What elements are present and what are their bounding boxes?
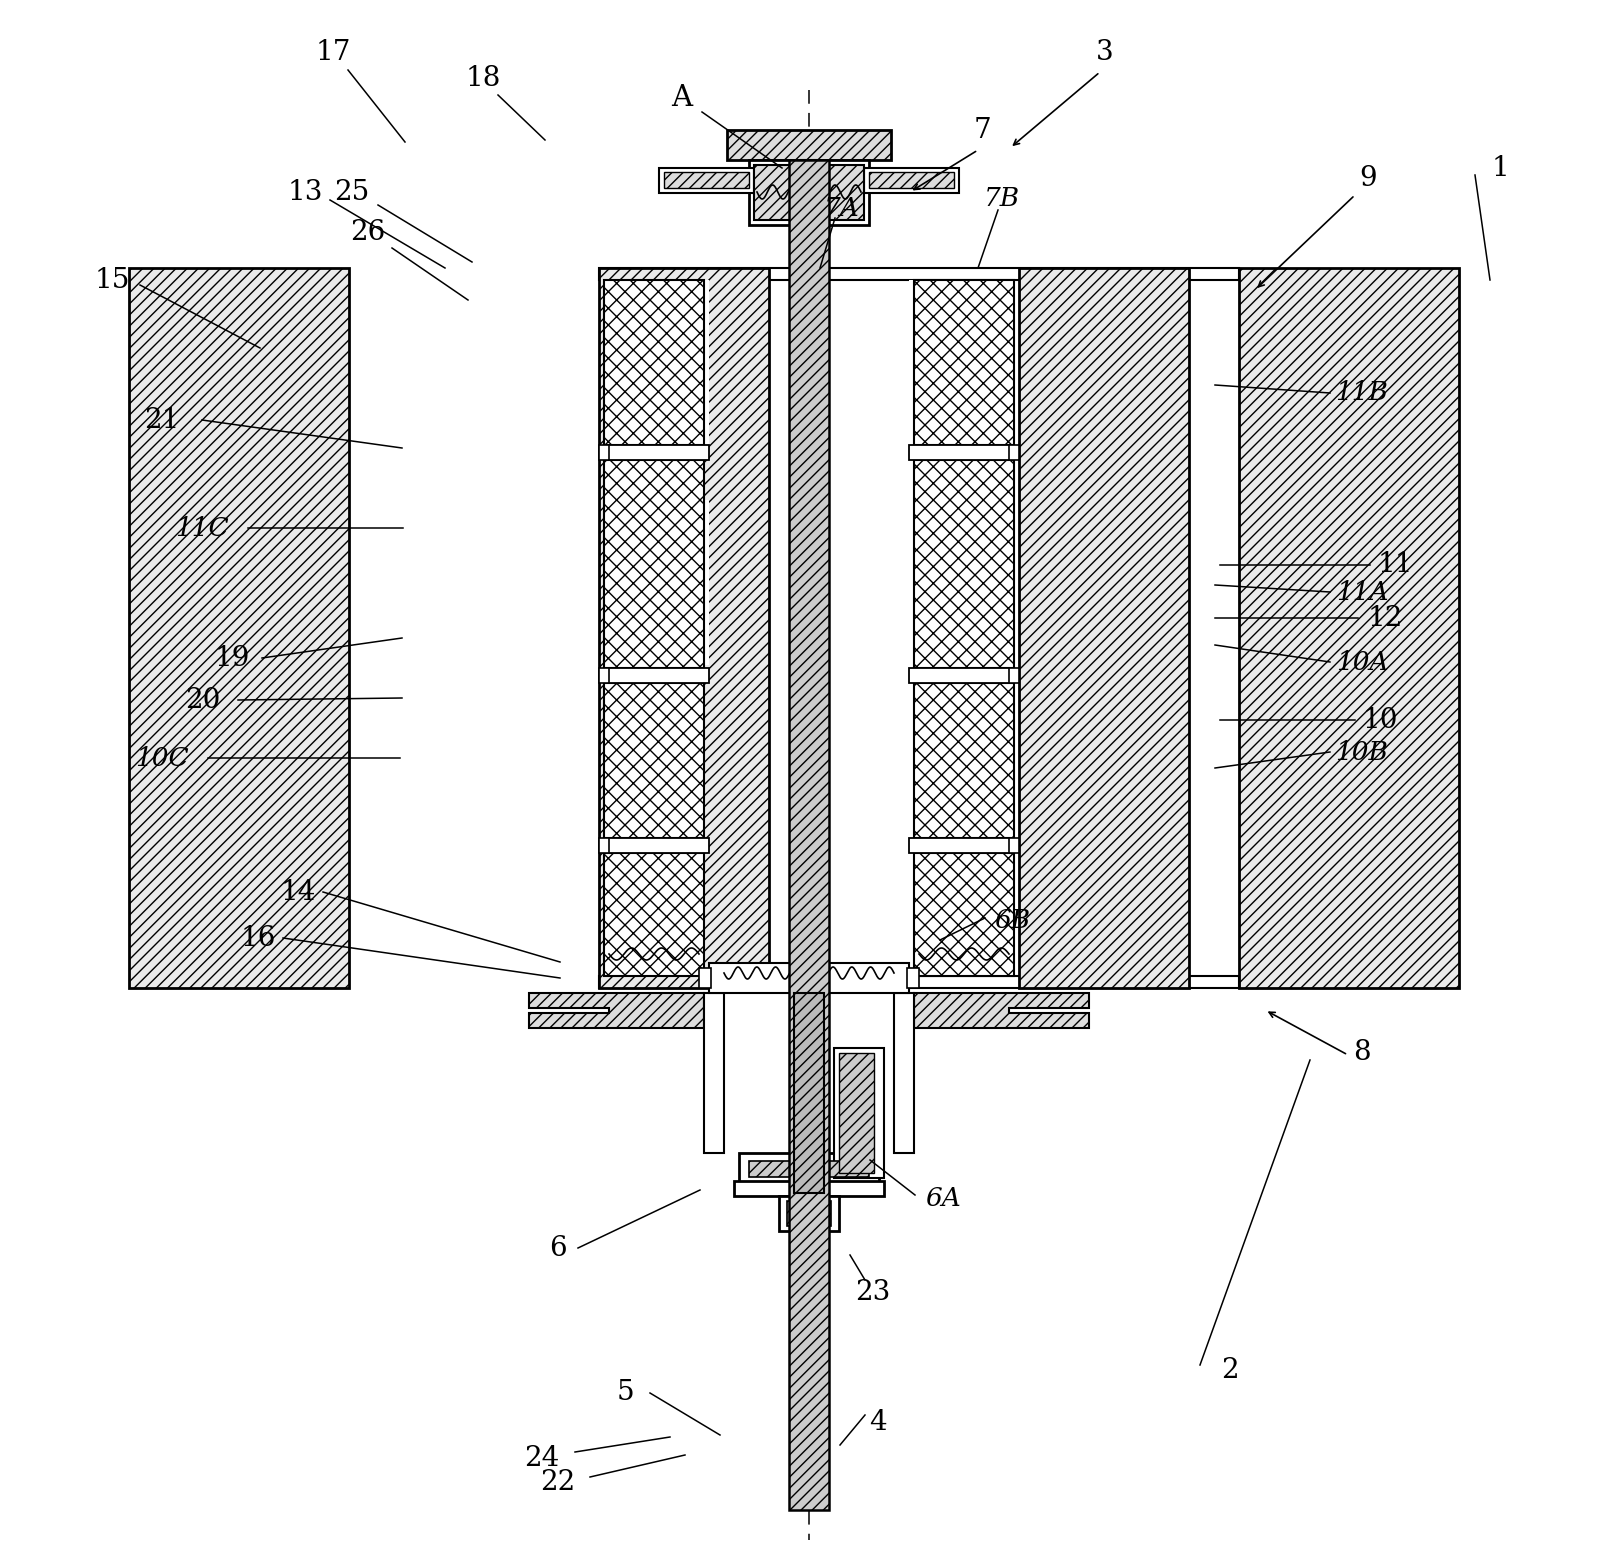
Bar bbox=[749, 160, 869, 225]
Bar bbox=[833, 1048, 883, 1178]
Text: 13: 13 bbox=[288, 180, 322, 206]
Text: 5: 5 bbox=[616, 1380, 634, 1406]
Text: 7B: 7B bbox=[984, 186, 1019, 211]
Bar bbox=[726, 130, 892, 160]
Text: 10C: 10C bbox=[136, 745, 189, 770]
Text: 21: 21 bbox=[144, 407, 180, 433]
Bar bbox=[914, 854, 1014, 976]
Bar bbox=[699, 968, 710, 989]
Bar bbox=[599, 268, 1239, 279]
Bar bbox=[869, 172, 955, 188]
Text: 6: 6 bbox=[549, 1234, 566, 1262]
Bar bbox=[608, 500, 709, 664]
Bar bbox=[663, 172, 749, 188]
Text: 12: 12 bbox=[1367, 604, 1403, 632]
Text: 26: 26 bbox=[351, 219, 385, 247]
Bar bbox=[914, 683, 1014, 838]
Text: 15: 15 bbox=[94, 267, 129, 293]
Bar bbox=[909, 445, 1014, 459]
Bar bbox=[1019, 268, 1189, 989]
Bar bbox=[909, 279, 1010, 445]
Text: 16: 16 bbox=[241, 925, 275, 951]
Text: 1: 1 bbox=[1492, 155, 1510, 182]
Bar bbox=[801, 160, 817, 400]
Text: 10A: 10A bbox=[1336, 649, 1388, 675]
Polygon shape bbox=[529, 993, 704, 1027]
Bar bbox=[608, 279, 709, 445]
Text: 19: 19 bbox=[214, 644, 249, 672]
Bar bbox=[909, 500, 1010, 664]
Text: 14: 14 bbox=[280, 878, 316, 905]
Text: 17: 17 bbox=[316, 39, 351, 65]
Bar bbox=[599, 667, 608, 683]
Bar bbox=[1010, 667, 1019, 683]
Bar bbox=[735, 1181, 883, 1197]
Bar bbox=[786, 1201, 832, 1226]
Text: 9: 9 bbox=[1359, 165, 1377, 191]
Text: 7A: 7A bbox=[824, 196, 859, 220]
Polygon shape bbox=[914, 993, 1089, 1027]
Bar bbox=[909, 838, 1014, 854]
Bar bbox=[840, 1052, 874, 1173]
Bar bbox=[1010, 445, 1019, 459]
Bar bbox=[895, 993, 914, 1153]
Bar bbox=[704, 993, 723, 1153]
Text: 10: 10 bbox=[1362, 706, 1398, 734]
Bar bbox=[739, 1153, 879, 1183]
Bar bbox=[599, 976, 1239, 989]
Bar bbox=[914, 279, 1014, 445]
Text: 8: 8 bbox=[1353, 1038, 1370, 1066]
Text: 22: 22 bbox=[540, 1468, 576, 1496]
Text: 2: 2 bbox=[1222, 1356, 1239, 1383]
Bar bbox=[659, 168, 754, 192]
Text: 23: 23 bbox=[856, 1279, 890, 1305]
Bar bbox=[599, 268, 769, 989]
Text: A: A bbox=[671, 84, 693, 112]
Bar bbox=[129, 268, 349, 989]
Bar bbox=[604, 445, 709, 459]
Bar bbox=[824, 165, 864, 220]
Text: 7: 7 bbox=[974, 116, 992, 143]
Text: 11: 11 bbox=[1377, 551, 1413, 579]
Bar bbox=[599, 838, 608, 854]
Text: 25: 25 bbox=[335, 180, 369, 206]
Text: 11A: 11A bbox=[1336, 579, 1388, 604]
Bar bbox=[604, 667, 709, 683]
Text: 24: 24 bbox=[524, 1445, 560, 1471]
Bar bbox=[864, 168, 959, 192]
Bar bbox=[604, 279, 704, 445]
Bar bbox=[1010, 838, 1019, 854]
Text: 10B: 10B bbox=[1335, 739, 1388, 765]
Bar bbox=[604, 459, 704, 667]
Bar bbox=[754, 165, 794, 220]
Bar bbox=[1239, 268, 1459, 989]
Bar bbox=[749, 1161, 869, 1176]
Bar bbox=[914, 459, 1014, 667]
Bar bbox=[709, 962, 909, 993]
Text: 3: 3 bbox=[1095, 39, 1113, 65]
Bar bbox=[790, 160, 828, 1510]
Text: 6B: 6B bbox=[993, 908, 1031, 933]
Bar bbox=[604, 854, 704, 976]
Text: 6A: 6A bbox=[925, 1186, 961, 1211]
Bar bbox=[778, 1197, 840, 1231]
Bar bbox=[604, 838, 709, 854]
Text: 18: 18 bbox=[466, 65, 500, 92]
Bar bbox=[599, 445, 608, 459]
Text: 20: 20 bbox=[186, 686, 220, 714]
Bar bbox=[794, 993, 824, 1193]
Text: 4: 4 bbox=[869, 1409, 887, 1436]
Bar bbox=[604, 683, 704, 838]
Bar bbox=[909, 667, 1014, 683]
Text: 11B: 11B bbox=[1335, 380, 1388, 405]
Bar bbox=[908, 968, 919, 989]
Text: 11C: 11C bbox=[175, 515, 228, 540]
